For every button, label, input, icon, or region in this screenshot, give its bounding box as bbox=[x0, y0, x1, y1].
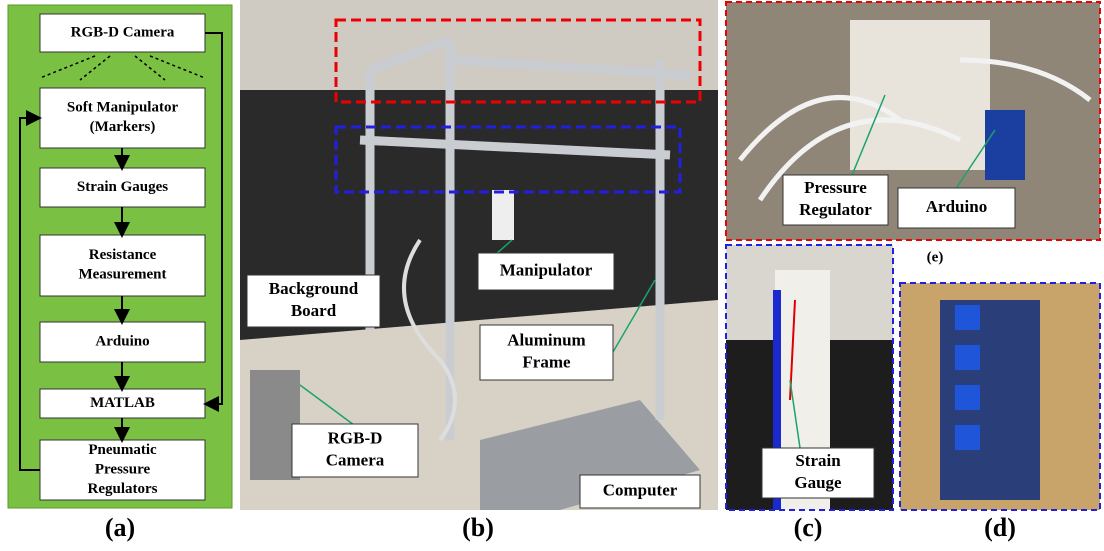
flow-node: Measurement bbox=[78, 267, 166, 283]
caption: (d) bbox=[984, 513, 1016, 542]
caption: (e) bbox=[927, 249, 944, 265]
flow-node: RGB-D Camera bbox=[71, 24, 175, 40]
photo-label: Aluminum bbox=[507, 330, 585, 349]
flow-node: Strain Gauges bbox=[77, 179, 168, 195]
flow-node: Pressure bbox=[95, 461, 151, 477]
flow-node-box bbox=[40, 235, 205, 296]
flow-node: Resistance bbox=[89, 247, 157, 263]
flow-node: Soft Manipulator bbox=[67, 100, 179, 116]
photo-label: RGB-D bbox=[328, 428, 383, 447]
photo-label: Camera bbox=[326, 450, 385, 469]
photo-label: Arduino bbox=[926, 197, 987, 216]
figure: RGB-D Camera Soft Manipulator (Markers) Str… bbox=[0, 0, 1104, 551]
photo-label: Strain bbox=[795, 451, 841, 470]
photo-label: Board bbox=[291, 301, 337, 320]
photo-label: Computer bbox=[603, 480, 678, 499]
flow-node: Arduino bbox=[95, 333, 149, 349]
flow-node: (Markers) bbox=[90, 119, 156, 135]
photo-label: Gauge bbox=[794, 473, 842, 492]
caption: (c) bbox=[794, 513, 823, 542]
photo-label: Frame bbox=[522, 352, 571, 371]
photo-label: Regulator bbox=[799, 200, 872, 219]
flow-node: MATLAB bbox=[90, 395, 155, 411]
caption: (b) bbox=[462, 513, 494, 542]
flow-node: Pneumatic bbox=[88, 442, 157, 458]
photo-amplifiers bbox=[900, 283, 1100, 510]
photo-label: Background bbox=[269, 279, 359, 298]
flow-node: Regulators bbox=[88, 481, 158, 497]
photo-label: Pressure bbox=[804, 178, 867, 197]
caption: (a) bbox=[105, 513, 135, 542]
photo-label: Manipulator bbox=[500, 260, 593, 279]
flow-node-box bbox=[40, 88, 205, 148]
